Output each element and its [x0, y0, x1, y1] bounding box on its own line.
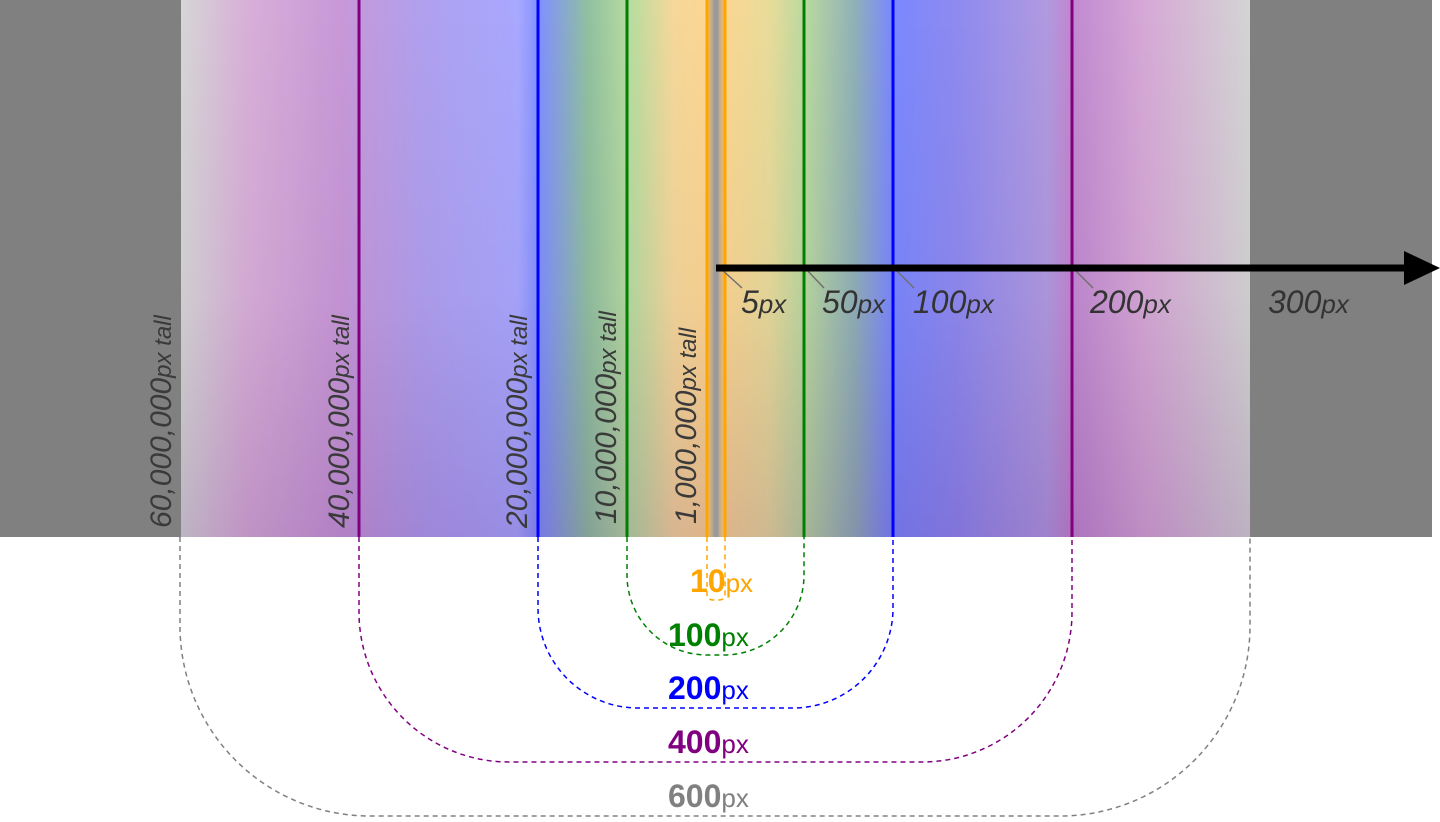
height-label-1m: 1,000,000px tall	[670, 327, 703, 524]
width-label-10px: 10px	[690, 563, 753, 599]
height-label-20m: 20,000,000px tall	[501, 314, 534, 529]
width-label-200px: 200px	[668, 670, 749, 706]
width-bracket-400px	[358, 537, 1073, 763]
scale-label-300px: 300px	[1268, 284, 1350, 320]
scale-label-5px: 5px	[741, 284, 787, 320]
scale-arrow-head	[1404, 251, 1440, 285]
scale-label-100px: 100px	[913, 284, 995, 320]
width-label-600px: 600px	[668, 778, 749, 814]
gradient-field-left-shade	[181, 0, 716, 537]
width-label-100px: 100px	[668, 617, 749, 653]
scale-label-50px: 50px	[822, 284, 886, 320]
height-label-10m: 10,000,000px tall	[590, 310, 623, 524]
height-label-40m: 40,000,000px tall	[323, 314, 356, 528]
width-label-400px: 400px	[668, 724, 749, 760]
width-bracket-100px	[626, 537, 805, 656]
scale-label-200px: 200px	[1089, 284, 1172, 320]
height-label-60m: 60,000,000px tall	[145, 314, 178, 528]
width-bracket-600px	[179, 537, 1251, 817]
